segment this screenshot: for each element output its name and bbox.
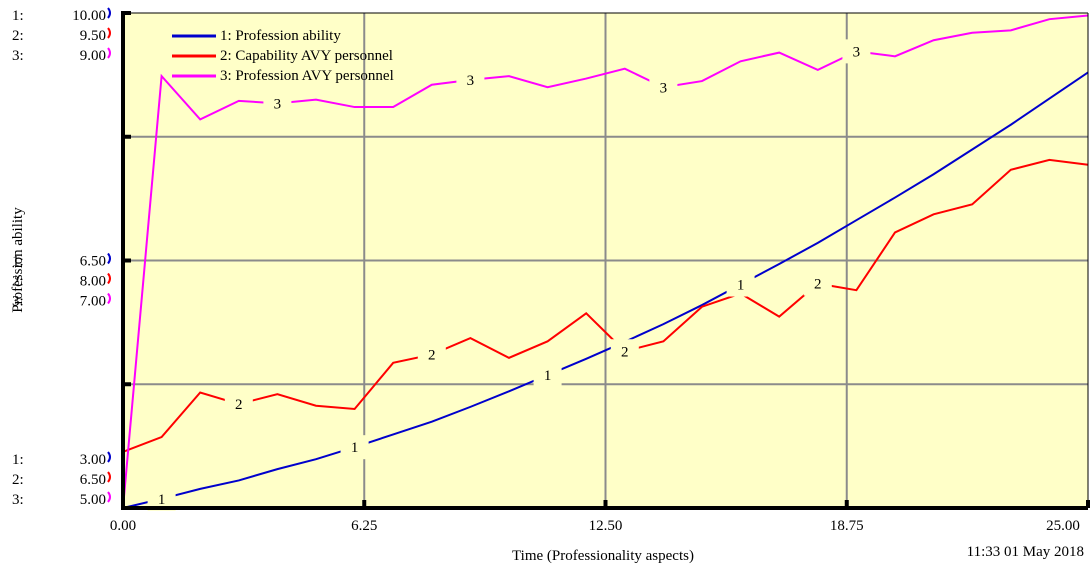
grid xyxy=(123,13,1088,508)
series-marker-bg xyxy=(533,363,562,388)
y-axis-prefix-1: 1: xyxy=(12,254,24,270)
y-axis-prefix-1: 1: xyxy=(12,452,24,468)
x-tick-label: 12.50 xyxy=(589,518,623,534)
y-tick-label-1: 6.50 xyxy=(80,254,106,270)
legend-entry-2: 2: Capability AVY personnel xyxy=(220,48,393,64)
x-tick-label: 25.00 xyxy=(1046,518,1080,534)
series-marker-bg xyxy=(417,342,446,367)
series-marker-3: 3 xyxy=(660,80,668,96)
y-axis-scale-mark-1 xyxy=(107,451,111,463)
legend-entry-1: 1: Profession ability xyxy=(220,28,341,44)
series-marker-1: 1 xyxy=(544,368,552,384)
series-marker-bg xyxy=(649,75,678,100)
legend-entry-3: 3: Profession AVY personnel xyxy=(220,68,394,84)
series-marker-bg xyxy=(456,67,485,92)
y-axis-scale-mark-3 xyxy=(107,491,111,503)
series-marker-bg xyxy=(340,435,369,460)
series-marker-bg xyxy=(610,339,639,364)
y-tick-label-2: 9.50 xyxy=(80,28,106,44)
y-axis-prefix-2: 2: xyxy=(12,472,24,488)
y-tick-label-1: 10.00 xyxy=(72,8,106,24)
y-axis-label: Profession ability xyxy=(10,207,26,313)
series-marker-2: 2 xyxy=(428,348,436,364)
series-marker-2: 2 xyxy=(621,344,629,360)
series-marker-bg xyxy=(224,392,253,417)
series-marker-1: 1 xyxy=(737,278,745,294)
y-axis-prefix-3: 3: xyxy=(12,294,24,310)
y-axis-scale-mark-2 xyxy=(107,471,111,483)
y-axis-scale-mark-1 xyxy=(107,7,111,19)
y-axis-scale-mark-3 xyxy=(107,47,111,59)
timestamp: 11:33 01 May 2018 xyxy=(967,544,1084,560)
x-tick-label: 6.25 xyxy=(351,518,377,534)
x-axis-ticks: 0.00 6.25 12.50 18.75 25.00 xyxy=(110,518,1080,534)
y-axis-prefix-2: 2: xyxy=(12,28,24,44)
y-axis-scale-mark-1 xyxy=(107,252,111,265)
series-marker-bg xyxy=(842,39,871,64)
y-tick-label-1: 3.00 xyxy=(80,452,106,468)
y-tick-label-3: 9.00 xyxy=(80,48,106,64)
series-marker-2: 2 xyxy=(814,277,822,293)
axes-frame xyxy=(121,11,1090,510)
y-axis-scale-mark-2 xyxy=(107,272,111,285)
y-axis-prefix-1: 1: xyxy=(12,8,24,24)
y-axis-prefix-3: 3: xyxy=(12,492,24,508)
y-tick-label-2: 6.50 xyxy=(80,472,106,488)
series-marker-3: 3 xyxy=(467,73,475,89)
series-marker-1: 1 xyxy=(351,440,359,456)
series-line-2 xyxy=(122,158,1089,453)
y-axis-prefix-2: 2: xyxy=(12,274,24,290)
y-axis-scale-mark-2 xyxy=(107,27,111,39)
y-tick-label-2: 8.00 xyxy=(80,274,106,290)
legend: 1: Profession ability 2: Capability AVY p… xyxy=(172,28,394,84)
series-marker-bg xyxy=(263,91,292,116)
y-tick-label-3: 5.00 xyxy=(80,492,106,508)
x-axis-label: Time (Professionality aspects) xyxy=(512,548,694,564)
y-tick-label-3: 7.00 xyxy=(80,294,106,310)
series-marker-bg xyxy=(726,272,755,297)
x-tick-label: 18.75 xyxy=(830,518,864,534)
series-marker-bg xyxy=(803,271,832,296)
series-marker-2: 2 xyxy=(235,397,243,413)
series-marker-3: 3 xyxy=(274,96,282,112)
series-marker-1: 1 xyxy=(158,492,166,508)
x-tick-label: 0.00 xyxy=(110,518,136,534)
series-marker-3: 3 xyxy=(853,44,861,60)
y-axis-ticks: 1: 3.00 2: 6.50 3: 5.00 1: 6.50 2: 8.00 3: 7.00 1: 10… xyxy=(12,7,111,508)
y-axis-prefix-3: 3: xyxy=(12,48,24,64)
y-axis-scale-mark-3 xyxy=(107,292,111,305)
series-line-1 xyxy=(122,71,1089,509)
